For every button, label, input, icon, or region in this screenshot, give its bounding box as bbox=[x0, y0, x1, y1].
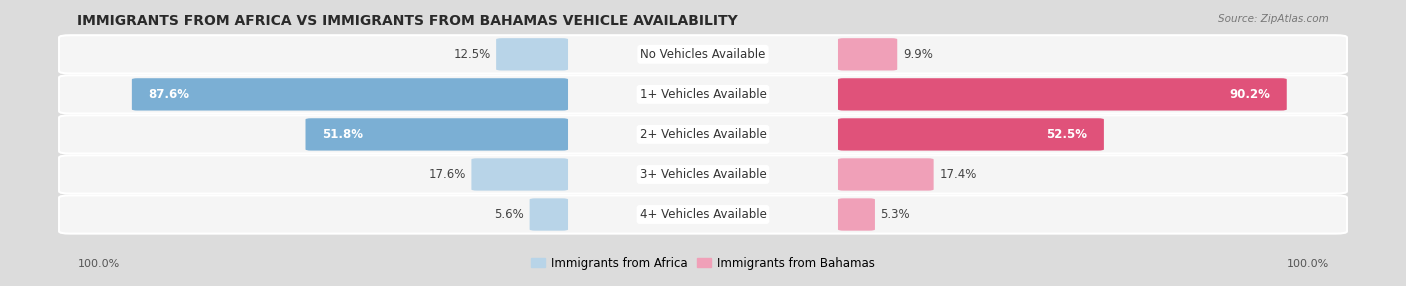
FancyBboxPatch shape bbox=[59, 35, 1347, 74]
Text: 12.5%: 12.5% bbox=[453, 48, 491, 61]
Text: 3+ Vehicles Available: 3+ Vehicles Available bbox=[640, 168, 766, 181]
Text: 51.8%: 51.8% bbox=[322, 128, 363, 141]
Text: Source: ZipAtlas.com: Source: ZipAtlas.com bbox=[1218, 14, 1329, 24]
Legend: Immigrants from Africa, Immigrants from Bahamas: Immigrants from Africa, Immigrants from … bbox=[526, 252, 880, 274]
Text: 9.9%: 9.9% bbox=[903, 48, 932, 61]
Text: 4+ Vehicles Available: 4+ Vehicles Available bbox=[640, 208, 766, 221]
Text: 5.6%: 5.6% bbox=[495, 208, 524, 221]
FancyBboxPatch shape bbox=[59, 155, 1347, 194]
FancyBboxPatch shape bbox=[838, 38, 897, 70]
FancyBboxPatch shape bbox=[838, 158, 934, 190]
Text: 2+ Vehicles Available: 2+ Vehicles Available bbox=[640, 128, 766, 141]
FancyBboxPatch shape bbox=[59, 75, 1347, 114]
Text: 100.0%: 100.0% bbox=[77, 259, 120, 269]
Text: 17.4%: 17.4% bbox=[939, 168, 977, 181]
FancyBboxPatch shape bbox=[838, 198, 875, 231]
FancyBboxPatch shape bbox=[59, 115, 1347, 154]
Text: 90.2%: 90.2% bbox=[1229, 88, 1270, 101]
FancyBboxPatch shape bbox=[471, 158, 568, 190]
FancyBboxPatch shape bbox=[530, 198, 568, 231]
Text: 5.3%: 5.3% bbox=[880, 208, 910, 221]
Text: IMMIGRANTS FROM AFRICA VS IMMIGRANTS FROM BAHAMAS VEHICLE AVAILABILITY: IMMIGRANTS FROM AFRICA VS IMMIGRANTS FRO… bbox=[77, 14, 738, 28]
Text: 87.6%: 87.6% bbox=[149, 88, 190, 101]
Text: 17.6%: 17.6% bbox=[429, 168, 465, 181]
Text: 52.5%: 52.5% bbox=[1046, 128, 1087, 141]
FancyBboxPatch shape bbox=[305, 118, 568, 150]
Text: 100.0%: 100.0% bbox=[1286, 259, 1329, 269]
FancyBboxPatch shape bbox=[496, 38, 568, 70]
FancyBboxPatch shape bbox=[838, 118, 1104, 150]
FancyBboxPatch shape bbox=[838, 78, 1286, 111]
FancyBboxPatch shape bbox=[132, 78, 568, 111]
Text: No Vehicles Available: No Vehicles Available bbox=[640, 48, 766, 61]
FancyBboxPatch shape bbox=[59, 195, 1347, 234]
Text: 1+ Vehicles Available: 1+ Vehicles Available bbox=[640, 88, 766, 101]
